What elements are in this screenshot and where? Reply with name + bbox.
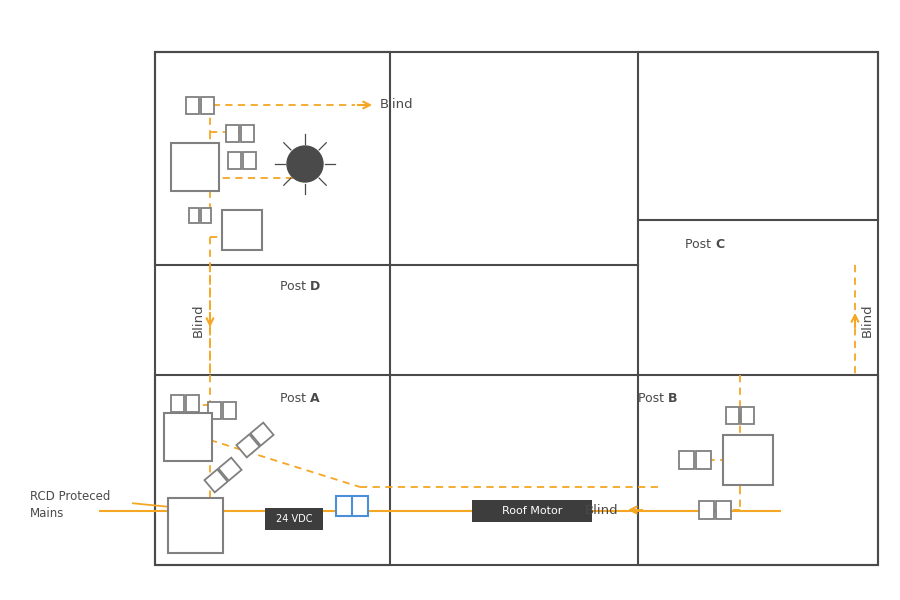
Bar [638,375,878,565]
Bar [336,496,368,516]
Bar [265,508,323,530]
Text: Blind: Blind [380,98,414,112]
Bar [201,208,211,223]
Bar [726,407,739,424]
Bar [241,124,254,142]
Bar [155,375,390,565]
Bar [201,97,214,113]
Polygon shape [204,469,228,493]
Bar [243,151,256,169]
Text: B: B [668,392,678,405]
Text: Post: Post [638,392,668,405]
Bar [189,208,199,223]
Bar [164,413,212,461]
Text: D: D [310,280,320,293]
Text: Roof Motor: Roof Motor [502,506,562,516]
Text: C: C [715,238,724,251]
Bar [638,52,878,220]
Text: Post: Post [685,238,715,251]
Text: Blind: Blind [860,303,874,337]
Bar [185,395,199,412]
Polygon shape [250,422,274,446]
Bar [723,435,773,485]
Bar [155,52,390,265]
Bar [228,151,241,169]
Bar [472,500,592,522]
Text: Blind: Blind [192,303,204,337]
Bar [222,210,262,250]
Text: Post: Post [280,280,310,293]
Bar [679,451,694,469]
Polygon shape [219,458,241,481]
Bar [186,97,199,113]
Bar [171,143,219,191]
Bar [223,401,236,419]
Bar [167,497,222,553]
Bar [226,124,239,142]
Text: A: A [310,392,320,405]
Polygon shape [237,434,259,457]
Text: RCD Proteced
Mains: RCD Proteced Mains [30,490,111,520]
Bar [741,407,754,424]
Circle shape [287,146,323,182]
Bar [696,451,711,469]
Bar [208,401,221,419]
Text: 24 VDC: 24 VDC [275,514,312,524]
Text: Post: Post [280,392,310,405]
Bar [699,501,715,519]
Bar [716,501,731,519]
Bar [155,52,878,565]
Text: Blind: Blind [584,505,618,517]
Bar [171,395,184,412]
